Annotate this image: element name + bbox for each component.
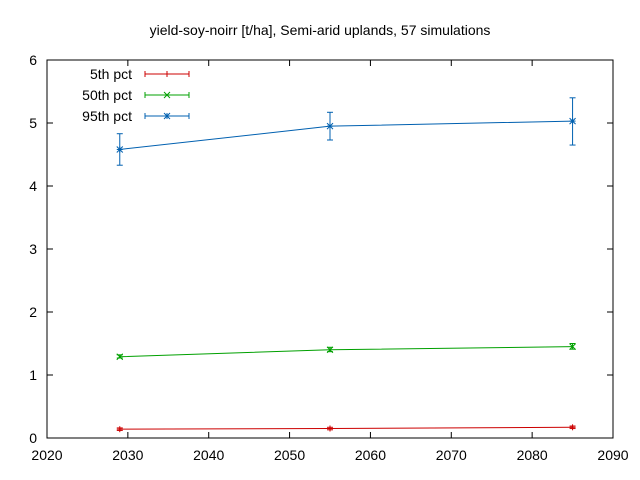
y-tick-label: 6 — [29, 52, 37, 68]
y-tick-label: 0 — [29, 430, 37, 446]
x-tick-label: 2030 — [112, 447, 143, 463]
y-tick-label: 2 — [29, 304, 37, 320]
ticks-layer: 2020 2030 2040 2050 2060 2070 2080 2090 0 1 2 3 4 5 6 — [29, 52, 629, 463]
data-point — [569, 117, 576, 125]
data-point — [327, 425, 333, 432]
series-2 — [116, 343, 576, 361]
legend-marker — [163, 91, 171, 99]
y-tick-label: 5 — [29, 115, 37, 131]
legend: 5th pct 50th pct 95th pct — [82, 66, 190, 124]
x-tick-label: 2040 — [193, 447, 224, 463]
legend-label: 50th pct — [82, 87, 132, 103]
legend-marker — [164, 71, 170, 77]
series-layer — [116, 97, 576, 433]
x-tick-label: 2090 — [597, 447, 628, 463]
series-3 — [116, 97, 576, 166]
data-point — [326, 122, 334, 130]
data-point — [326, 346, 334, 354]
series-line — [119, 346, 573, 358]
data-point — [569, 424, 576, 431]
x-tick-label: 2060 — [355, 447, 386, 463]
x-tick-label: 2050 — [274, 447, 305, 463]
y-tick-label: 3 — [29, 241, 37, 257]
legend-entry: 5th pct — [90, 66, 190, 82]
x-tick-label: 2080 — [517, 447, 548, 463]
x-tick-label: 2020 — [31, 447, 62, 463]
legend-entry: 95th pct — [82, 108, 190, 124]
x-tick-label: 2070 — [436, 447, 467, 463]
data-point — [116, 146, 124, 153]
data-point — [116, 426, 123, 433]
series-1 — [116, 424, 576, 433]
data-point — [569, 343, 576, 351]
legend-label: 5th pct — [90, 66, 132, 82]
series-line — [119, 426, 573, 430]
series-line — [119, 120, 573, 150]
y-tick-label: 1 — [29, 367, 37, 383]
legend-label: 95th pct — [82, 108, 132, 124]
y-tick-label: 4 — [29, 178, 37, 194]
chart-title: yield-soy-noirr [t/ha], Semi-arid upland… — [150, 22, 491, 38]
legend-entry: 50th pct — [82, 87, 190, 103]
legend-marker — [163, 112, 171, 120]
data-point — [116, 353, 124, 361]
